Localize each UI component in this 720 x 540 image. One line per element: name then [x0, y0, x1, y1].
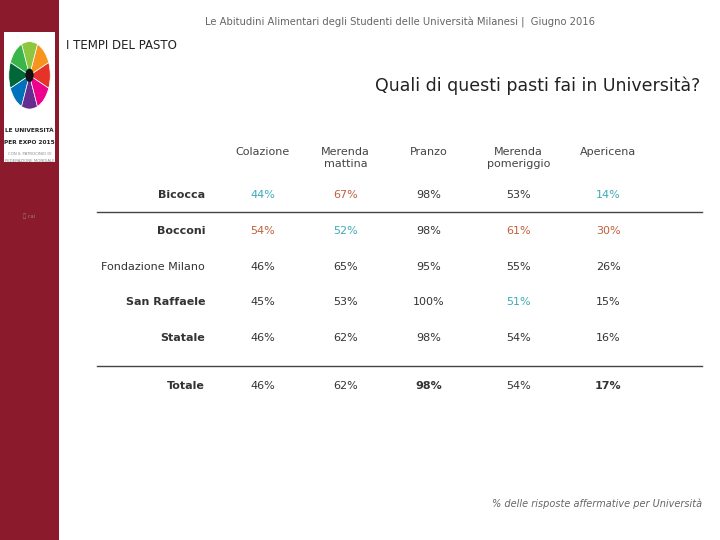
- Text: 62%: 62%: [333, 333, 358, 343]
- Text: Apericena: Apericena: [580, 147, 636, 157]
- Text: Totale: Totale: [167, 381, 205, 391]
- Wedge shape: [22, 42, 37, 76]
- Text: 53%: 53%: [506, 191, 531, 200]
- Text: 52%: 52%: [333, 226, 358, 236]
- Text: 16%: 16%: [596, 333, 621, 343]
- Circle shape: [25, 69, 34, 82]
- Text: FEDERAZIONE MONDIALE: FEDERAZIONE MONDIALE: [5, 159, 54, 163]
- Text: 53%: 53%: [333, 298, 358, 307]
- Wedge shape: [30, 44, 49, 76]
- Wedge shape: [30, 76, 49, 106]
- Text: 26%: 26%: [596, 262, 621, 272]
- Text: 51%: 51%: [506, 298, 531, 307]
- Text: 100%: 100%: [413, 298, 444, 307]
- Text: CON IL PATROCINIO DI: CON IL PATROCINIO DI: [8, 152, 51, 156]
- Text: San Raffaele: San Raffaele: [126, 298, 205, 307]
- Text: Merenda
pomeriggio: Merenda pomeriggio: [487, 147, 550, 169]
- Text: LE UNIVERSITÀ: LE UNIVERSITÀ: [5, 127, 54, 133]
- Text: 62%: 62%: [333, 381, 358, 391]
- Wedge shape: [10, 44, 30, 76]
- Text: 🏛 rai: 🏛 rai: [23, 213, 36, 219]
- Text: Bicocca: Bicocca: [158, 191, 205, 200]
- Text: 45%: 45%: [251, 298, 275, 307]
- Bar: [4, 32, 55, 162]
- Text: I TEMPI DEL PASTO: I TEMPI DEL PASTO: [66, 39, 177, 52]
- Text: 55%: 55%: [506, 262, 531, 272]
- Text: PER EXPO 2015: PER EXPO 2015: [4, 140, 55, 145]
- Text: 54%: 54%: [506, 381, 531, 391]
- Text: Statale: Statale: [161, 333, 205, 343]
- Text: 15%: 15%: [596, 298, 621, 307]
- Text: 67%: 67%: [333, 191, 358, 200]
- Text: 14%: 14%: [596, 191, 621, 200]
- Wedge shape: [22, 76, 37, 109]
- Text: 61%: 61%: [506, 226, 531, 236]
- Text: % delle risposte affermative per Università: % delle risposte affermative per Univers…: [492, 498, 702, 509]
- Text: 95%: 95%: [416, 262, 441, 272]
- Text: 54%: 54%: [506, 333, 531, 343]
- Text: 46%: 46%: [251, 381, 275, 391]
- Text: Colazione: Colazione: [235, 147, 290, 157]
- Text: Pranzo: Pranzo: [410, 147, 447, 157]
- Text: Quali di questi pasti fai in Università?: Quali di questi pasti fai in Università?: [374, 77, 700, 95]
- Text: Le Abitudini Alimentari degli Studenti delle Università Milanesi |  Giugno 2016: Le Abitudini Alimentari degli Studenti d…: [204, 17, 595, 28]
- Text: 98%: 98%: [416, 333, 441, 343]
- Text: 98%: 98%: [415, 381, 442, 391]
- Wedge shape: [10, 76, 30, 106]
- Wedge shape: [30, 63, 50, 88]
- Text: 46%: 46%: [251, 262, 275, 272]
- Text: 65%: 65%: [333, 262, 358, 272]
- Text: 17%: 17%: [595, 381, 621, 391]
- Text: 98%: 98%: [416, 226, 441, 236]
- Text: 98%: 98%: [416, 191, 441, 200]
- Text: 30%: 30%: [596, 226, 621, 236]
- Text: 54%: 54%: [251, 226, 275, 236]
- Text: Merenda
mattina: Merenda mattina: [321, 147, 370, 169]
- Wedge shape: [9, 63, 30, 88]
- Text: 44%: 44%: [251, 191, 275, 200]
- Text: Bocconi: Bocconi: [157, 226, 205, 236]
- Text: Fondazione Milano: Fondazione Milano: [102, 262, 205, 272]
- Bar: [0, 0, 59, 540]
- Text: 46%: 46%: [251, 333, 275, 343]
